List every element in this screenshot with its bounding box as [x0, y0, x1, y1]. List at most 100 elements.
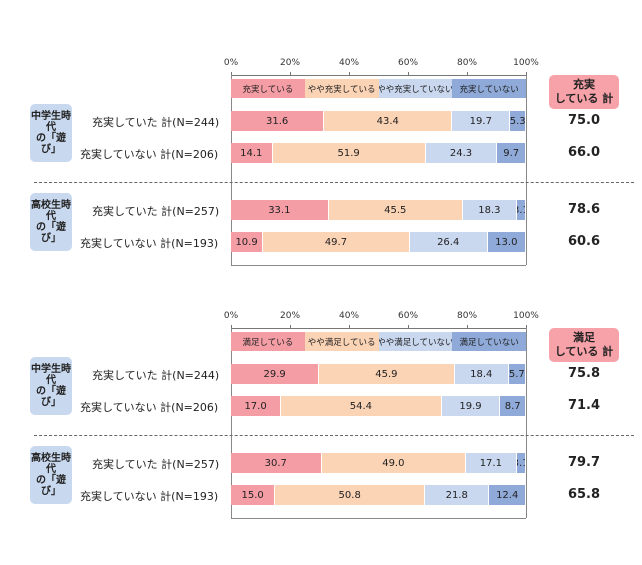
plot-right-border [526, 75, 527, 265]
x-tick-mark [526, 72, 527, 76]
bar-segment: 14.1 [231, 143, 273, 163]
row-label: 充実していない 計(N=193) [80, 237, 219, 250]
x-tick-label: 80% [456, 311, 478, 321]
bar-segment: 49.0 [321, 453, 467, 473]
group-label: 高校生時代 の「遊び」 [30, 193, 72, 251]
row-label: 充実していた 計(N=244) [92, 116, 220, 129]
total-header: 充実 している 計 [549, 75, 619, 109]
bar-segment: 24.3 [425, 143, 498, 163]
bar-segment: 15.0 [231, 485, 276, 505]
bar-segment: 31.6 [231, 111, 325, 131]
x-tick-label: 20% [279, 58, 301, 68]
legend-item: 充実している [231, 79, 305, 98]
bar-segment: 3.1 [516, 453, 526, 473]
bar-segment: 29.9 [231, 364, 320, 384]
bar-segment: 45.9 [319, 364, 455, 384]
bar-segment: 13.0 [487, 232, 526, 252]
row-label: 充実していた 計(N=257) [92, 205, 220, 218]
x-tick-mark [231, 72, 232, 76]
group-separator [34, 435, 634, 436]
x-tick-mark [526, 325, 527, 329]
x-tick-label: 60% [397, 311, 419, 321]
plot-left-border [231, 75, 232, 265]
row-total: 75.0 [567, 113, 601, 128]
total-header: 満足 している 計 [549, 328, 619, 362]
total-header-line: 満足 [573, 331, 595, 344]
bar-segment: 21.8 [425, 485, 490, 505]
x-tick-mark [408, 325, 409, 329]
x-tick-label: 40% [338, 58, 360, 68]
group-label: 中学生時代 の「遊び」 [30, 357, 72, 415]
bar-segment: 10.9 [231, 232, 264, 252]
legend-item: やや満足していない [378, 332, 453, 351]
chart-panel-top: 0% 20% 40% 60% 80% 100% 充実している やや充実している やや充実していな… [0, 55, 642, 305]
bar-segment: 19.9 [441, 396, 501, 416]
x-axis-line [231, 75, 526, 76]
row-total: 66.0 [567, 145, 601, 160]
row-total: 75.8 [567, 366, 601, 381]
row-total: 78.6 [567, 202, 601, 217]
bar-segment: 50.8 [275, 485, 426, 505]
bar-segment: 5.3 [510, 111, 526, 131]
x-tick-label: 60% [397, 58, 419, 68]
legend-item: やや満足している [304, 332, 379, 351]
bar-segment: 17.1 [466, 453, 517, 473]
row-total: 65.8 [567, 487, 601, 502]
row-label: 充実していた 計(N=244) [92, 369, 220, 382]
x-tick-label: 0% [223, 311, 239, 321]
x-tick-mark [349, 72, 350, 76]
x-tick-mark [231, 325, 232, 329]
x-tick-label: 80% [456, 58, 478, 68]
bar-segment: 26.4 [409, 232, 488, 252]
chart-panel-bottom: 0% 20% 40% 60% 80% 100% 満足している やや満足している やや満足していな… [0, 308, 642, 558]
row-total: 60.6 [567, 234, 601, 249]
row-total: 79.7 [567, 455, 601, 470]
legend-item: 満足している [231, 332, 305, 351]
row-total: 71.4 [567, 398, 601, 413]
plot-bottom-border [231, 265, 526, 266]
bar-segment: 3.1 [516, 200, 526, 220]
bar-segment: 45.5 [328, 200, 463, 220]
plot-right-border [526, 328, 527, 518]
group-label: 中学生時代 の「遊び」 [30, 104, 72, 162]
group-label-line: の「遊び」 [36, 386, 66, 408]
total-header-line: 充実 [573, 78, 595, 91]
x-tick-mark [467, 325, 468, 329]
x-tick-mark [467, 72, 468, 76]
bar-segment: 12.4 [489, 485, 526, 505]
x-tick-mark [349, 325, 350, 329]
x-tick-label: 40% [338, 311, 360, 321]
group-label-line: 中学生時代 [31, 364, 71, 386]
group-label-line: 高校生時代 [31, 453, 71, 475]
group-label-line: 高校生時代 [31, 200, 71, 222]
bar-segment: 19.7 [452, 111, 511, 131]
x-axis-line [231, 328, 526, 329]
plot-left-border [231, 328, 232, 518]
group-label: 高校生時代 の「遊び」 [30, 446, 72, 504]
bar-segment: 18.4 [454, 364, 509, 384]
total-header-line: している 計 [554, 345, 614, 358]
bar-segment: 51.9 [272, 143, 426, 163]
x-tick-label: 100% [513, 58, 539, 68]
bar-segment: 17.0 [231, 396, 282, 416]
group-label-line: 中学生時代 [31, 111, 71, 133]
bar-segment: 54.4 [281, 396, 442, 416]
x-tick-label: 100% [513, 311, 539, 321]
bar-segment: 18.3 [462, 200, 517, 220]
row-label: 充実していない 計(N=206) [80, 148, 219, 161]
x-tick-mark [408, 72, 409, 76]
legend-item: やや充実している [304, 79, 379, 98]
x-tick-label: 20% [279, 311, 301, 321]
row-label: 充実していない 計(N=206) [80, 401, 219, 414]
bar-segment: 5.7 [508, 364, 526, 384]
bar-segment: 43.4 [324, 111, 453, 131]
plot-bottom-border [231, 518, 526, 519]
legend-item: 充実していない [452, 79, 526, 98]
group-label-line: の「遊び」 [36, 133, 66, 155]
row-label: 充実していた 計(N=257) [92, 458, 220, 471]
bar-segment: 30.7 [231, 453, 322, 473]
row-label: 充実していない 計(N=193) [80, 490, 219, 503]
x-tick-mark [290, 325, 291, 329]
bar-segment: 8.7 [500, 396, 526, 416]
total-header-line: している 計 [554, 92, 614, 105]
